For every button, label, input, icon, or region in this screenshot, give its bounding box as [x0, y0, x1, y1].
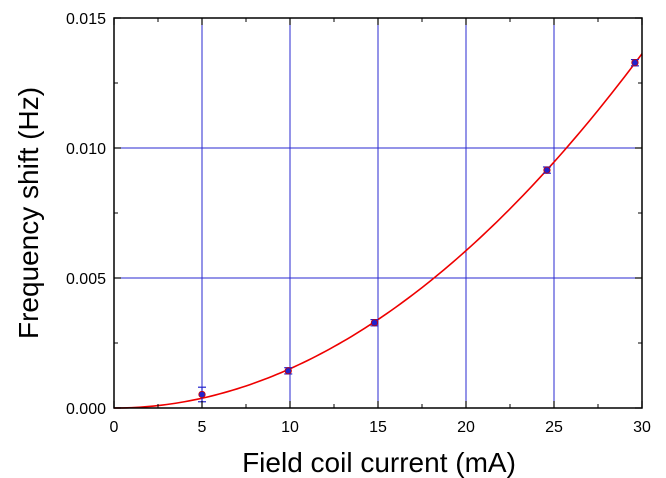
y-tick-label: 0.015	[66, 11, 106, 28]
x-tick-label: 10	[281, 419, 299, 436]
data-point	[284, 367, 293, 375]
y-tick-label: 0.000	[66, 401, 106, 418]
y-tick-label: 0.010	[66, 141, 106, 158]
data-marker	[370, 319, 379, 327]
x-axis-title: Field coil current (mA)	[242, 447, 516, 478]
x-tick-label: 20	[457, 419, 475, 436]
x-tick-label: 30	[633, 419, 651, 436]
x-tick-label: 5	[198, 419, 207, 436]
data-point	[370, 319, 379, 327]
data-marker	[284, 367, 292, 375]
data-point	[630, 58, 639, 67]
y-tick-label: 0.005	[66, 271, 106, 288]
x-tick-label: 15	[369, 419, 387, 436]
data-marker	[631, 59, 639, 67]
data-point	[542, 166, 551, 174]
x-tick-labels: 0 5 10 15 20 25 30	[110, 419, 651, 436]
y-axis-title: Frequency shift (Hz)	[13, 87, 44, 339]
data-points-layer	[198, 58, 639, 403]
data-point	[198, 386, 206, 403]
data-marker	[543, 166, 551, 174]
x-tick-label: 25	[545, 419, 563, 436]
data-marker	[198, 390, 206, 399]
grid	[114, 18, 642, 408]
x-tick-label: 0	[110, 419, 119, 436]
axes-frame	[113, 17, 643, 409]
y-tick-labels: 0.000 0.005 0.010 0.015	[66, 11, 106, 418]
